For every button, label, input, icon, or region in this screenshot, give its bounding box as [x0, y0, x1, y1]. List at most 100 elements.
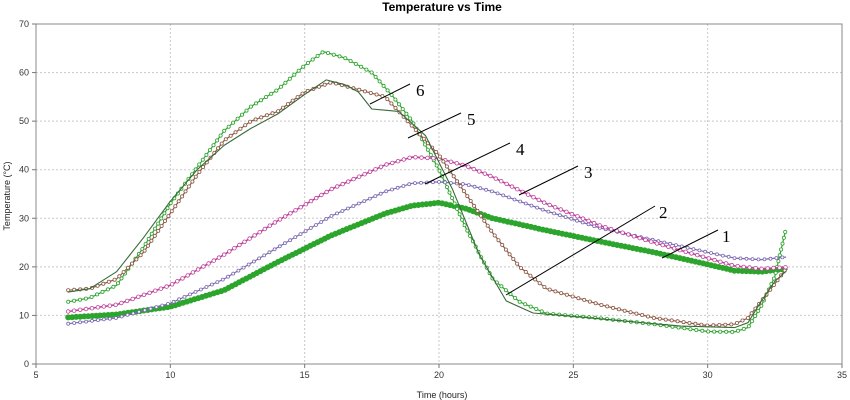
data-point	[393, 105, 398, 110]
data-point	[340, 181, 345, 187]
data-point	[232, 245, 237, 251]
data-point	[450, 195, 455, 200]
data-point	[147, 290, 152, 295]
data-point	[774, 256, 779, 260]
data-point	[587, 299, 592, 304]
data-point	[657, 316, 662, 321]
data-point	[278, 84, 283, 89]
data-point	[443, 180, 447, 185]
data-point	[729, 322, 734, 327]
y-tick-label: 20	[19, 262, 29, 272]
data-point	[506, 195, 511, 200]
data-point	[683, 249, 688, 254]
data-point	[666, 244, 671, 249]
data-point	[564, 209, 569, 214]
x-tick-label: 25	[568, 370, 578, 380]
data-point	[242, 239, 247, 244]
x-tick-label: 20	[434, 370, 444, 380]
data-point	[500, 242, 505, 247]
y-tick-label: 60	[19, 68, 29, 78]
data-point	[305, 61, 310, 66]
data-point	[357, 87, 362, 92]
data-point	[198, 287, 203, 292]
data-point	[288, 211, 293, 216]
data-point	[353, 61, 358, 66]
data-point	[478, 213, 483, 218]
data-point	[489, 228, 494, 233]
data-point	[715, 252, 719, 257]
data-point	[159, 216, 164, 221]
data-point	[221, 252, 227, 257]
data-point	[315, 54, 320, 59]
data-point	[303, 201, 309, 207]
data-point	[507, 252, 512, 257]
data-point	[461, 189, 466, 194]
data-point	[472, 203, 477, 208]
data-point	[451, 174, 456, 179]
callout-leader-line	[407, 112, 462, 139]
data-point	[454, 161, 459, 166]
data-point	[484, 187, 489, 192]
data-point	[753, 266, 758, 271]
data-point	[672, 246, 677, 251]
y-tick-label: 0	[24, 359, 29, 369]
data-point	[314, 195, 319, 201]
data-point	[597, 223, 602, 228]
data-point	[413, 127, 418, 132]
data-point	[649, 239, 654, 244]
data-point	[425, 155, 430, 161]
data-point	[195, 267, 201, 272]
data-point	[765, 266, 770, 271]
data-point	[466, 164, 471, 169]
data-point	[458, 184, 463, 189]
data-point	[149, 231, 154, 236]
data-point	[466, 183, 471, 188]
data-point	[515, 261, 520, 266]
data-point	[401, 157, 406, 162]
data-point	[540, 207, 545, 212]
data-point	[300, 91, 305, 96]
data-point	[697, 248, 702, 253]
data-point	[146, 236, 151, 241]
data-point	[226, 274, 230, 279]
data-point	[493, 176, 498, 181]
data-point	[762, 257, 767, 262]
data-point	[331, 52, 336, 57]
data-point	[226, 124, 231, 129]
data-point	[262, 253, 267, 258]
data-point	[536, 197, 541, 203]
data-point	[277, 244, 282, 249]
data-point	[377, 79, 382, 84]
callout-leader-line	[424, 142, 511, 185]
data-point	[465, 194, 470, 199]
data-point	[359, 64, 364, 69]
data-point	[369, 70, 374, 75]
data-point	[319, 192, 324, 198]
data-point	[253, 101, 258, 106]
data-point	[517, 299, 522, 304]
data-point	[152, 226, 157, 231]
data-point	[295, 95, 300, 100]
data-point	[503, 247, 508, 252]
data-point	[513, 295, 518, 300]
data-point	[219, 141, 224, 146]
data-point	[564, 292, 569, 297]
data-point	[781, 235, 786, 240]
data-point	[759, 266, 764, 271]
data-point	[66, 299, 71, 304]
data-point	[452, 201, 457, 206]
data-point	[685, 245, 690, 250]
data-point	[101, 281, 106, 286]
data-point	[384, 189, 389, 194]
data-point	[296, 68, 301, 73]
data-point	[301, 64, 306, 69]
data-point	[726, 254, 731, 259]
data-point	[180, 276, 185, 281]
data-point	[298, 232, 303, 237]
data-point	[723, 322, 728, 327]
data-point	[626, 232, 631, 237]
data-point	[308, 226, 313, 230]
series-layer	[65, 50, 788, 334]
data-point	[744, 256, 749, 261]
